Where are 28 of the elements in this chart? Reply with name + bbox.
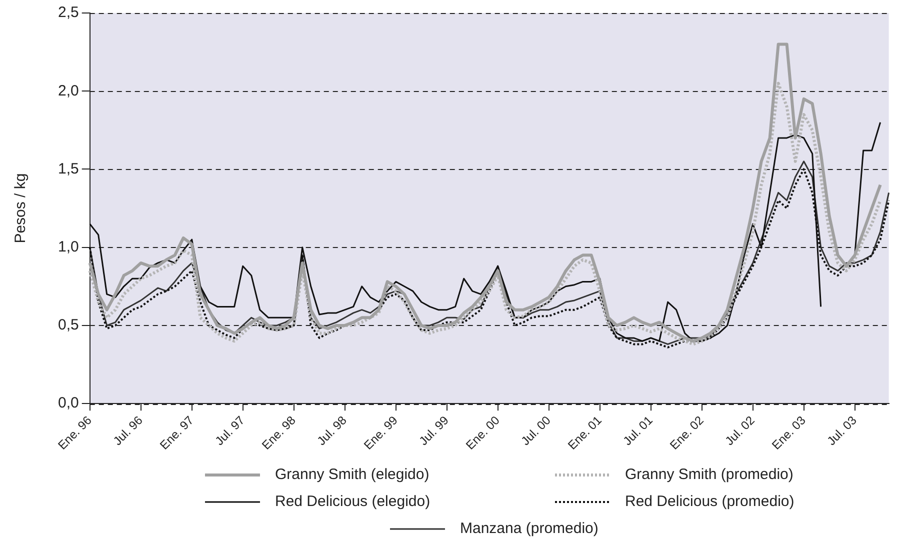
y-tick-label: 2,0 [58,82,79,100]
legend-label: Granny Smith (elegido) [275,466,430,484]
y-axis-title: Pesos / kg [12,173,30,244]
y-tick-label: 1,5 [58,160,79,178]
x-tick-label: Jul. 96 [110,412,146,448]
legend-label: Red Delicious (promedio) [625,493,794,510]
x-tick-label: Ene. 02 [667,412,707,452]
x-tick-label: Ene. 00 [463,412,503,452]
x-tick-label: Ene. 96 [55,412,95,452]
legend-label: Red Delicious (elegido) [275,493,430,510]
x-tick-label: Jul. 03 [824,412,860,448]
y-tick-label: 0,5 [58,316,79,334]
y-tick-label: 2,5 [58,4,79,22]
legend-label: Manzana (promedio) [460,520,598,538]
x-tick-label: Ene. 97 [157,412,197,452]
x-tick-label: Jul. 00 [518,412,554,448]
x-tick-label: Jul. 98 [314,412,350,448]
x-tick-label: Jul. 99 [416,412,452,448]
x-tick-label: Ene. 01 [565,412,605,452]
x-tick-label: Ene. 99 [361,412,401,452]
y-tick-label: 1,0 [58,238,79,256]
x-tick-label: Jul. 01 [620,412,656,448]
x-tick-label: Ene. 98 [259,412,299,452]
y-tick-label: 0,0 [58,394,79,412]
x-tick-label: Jul. 02 [722,412,758,448]
x-tick-label: Ene. 03 [769,412,809,452]
x-tick-label: Jul. 97 [212,412,248,448]
legend-label: Granny Smith (promedio) [625,466,794,484]
